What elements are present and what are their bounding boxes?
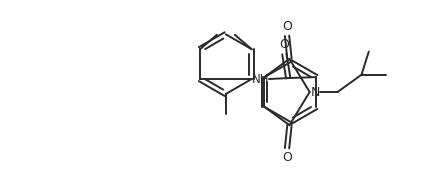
Text: O: O — [282, 20, 292, 33]
Text: N: N — [311, 86, 321, 98]
Text: O: O — [282, 151, 292, 164]
Text: NH: NH — [252, 72, 269, 86]
Text: O: O — [280, 38, 289, 51]
